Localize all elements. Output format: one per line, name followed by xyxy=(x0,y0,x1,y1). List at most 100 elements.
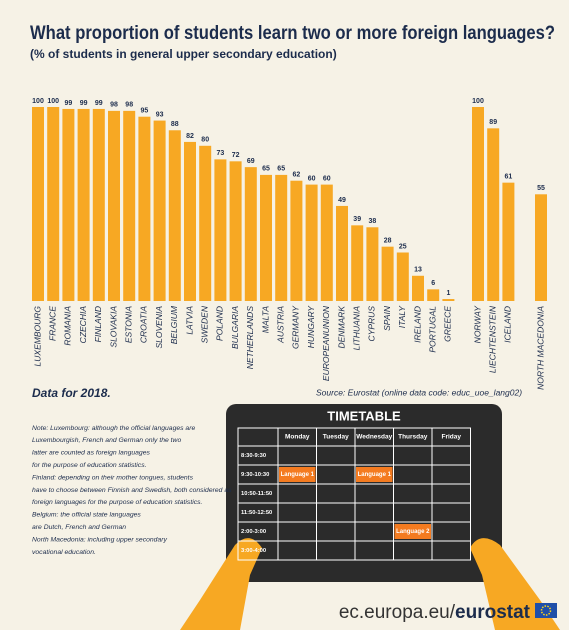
bar xyxy=(154,121,166,301)
bar xyxy=(123,111,135,301)
value-label: 98 xyxy=(110,102,118,109)
category-label: LITHUANIA xyxy=(351,306,361,351)
category-label: CZECHIA xyxy=(78,306,88,344)
bar xyxy=(306,185,318,301)
category-label: SPAIN xyxy=(382,305,392,331)
lesson-label: Language 1 xyxy=(281,472,315,478)
value-label: 61 xyxy=(505,174,513,181)
timetable-title: TIMETABLE xyxy=(327,408,401,423)
value-label: 100 xyxy=(32,98,44,105)
category-label: DENMARK xyxy=(336,306,346,349)
category-label: FRANCE xyxy=(47,306,57,341)
bar xyxy=(502,183,514,301)
category-label: NORWAY xyxy=(472,305,482,344)
category-label: GERMANY xyxy=(291,305,301,349)
bar xyxy=(472,107,484,301)
category-label: LUXEMBOURG xyxy=(32,306,42,367)
category-label: LIECHTENSTEIN xyxy=(487,305,497,373)
value-label: 65 xyxy=(262,166,270,173)
time-label: 3:00-4:00 xyxy=(241,548,266,554)
day-label: Friday xyxy=(441,434,461,441)
time-label: 11:50-12:50 xyxy=(241,510,272,516)
bar xyxy=(184,142,196,301)
value-label: 55 xyxy=(537,185,545,192)
bar xyxy=(535,194,547,301)
value-label: 93 xyxy=(156,111,164,118)
bar xyxy=(169,130,181,301)
category-label: BELGIUM xyxy=(169,305,179,344)
value-label: 100 xyxy=(47,98,59,105)
value-label: 72 xyxy=(232,152,240,159)
note-line: for the purpose of education statistics. xyxy=(32,462,147,469)
lesson-label: Language 1 xyxy=(358,472,392,478)
chart-title: What proportion of students learn two or… xyxy=(30,23,555,44)
value-label: 60 xyxy=(323,175,331,182)
category-label: PORTUGAL xyxy=(427,306,437,353)
bar xyxy=(62,109,74,301)
day-label: Thursday xyxy=(398,434,428,441)
bar xyxy=(230,161,242,301)
category-label: SLOVENIA xyxy=(154,306,164,349)
value-label: 98 xyxy=(125,102,133,109)
bar xyxy=(245,167,257,301)
note-line: are Dutch, French and German xyxy=(32,524,126,531)
bar xyxy=(275,175,287,301)
category-label: BULGARIA xyxy=(230,306,240,349)
time-label: 8:30-9:30 xyxy=(241,453,266,459)
value-label: 60 xyxy=(308,175,316,182)
day-label: Monday xyxy=(285,434,310,441)
value-label: 39 xyxy=(353,216,361,223)
value-label: 38 xyxy=(369,218,377,225)
bar xyxy=(336,206,348,301)
value-label: 88 xyxy=(171,121,179,128)
category-label: EUROPEANUNION xyxy=(321,305,331,381)
value-label: 99 xyxy=(95,100,103,107)
category-label: GREECE xyxy=(443,306,453,342)
note-line: North Macedonia: including upper seconda… xyxy=(32,536,167,543)
bar xyxy=(442,299,454,301)
note-line: Belgium: the official state languages xyxy=(32,512,141,519)
value-label: 69 xyxy=(247,158,255,165)
bar xyxy=(366,227,378,301)
category-label: ITALY xyxy=(397,305,407,329)
category-label: SWEDEN xyxy=(199,305,209,343)
value-label: 99 xyxy=(65,100,73,107)
note-line: vocational education. xyxy=(32,549,96,556)
value-label: 100 xyxy=(472,98,484,105)
bar xyxy=(47,107,59,301)
value-label: 13 xyxy=(414,267,422,274)
category-label: SLOVAKIA xyxy=(108,306,118,348)
category-label: IRELAND xyxy=(412,306,422,343)
bar xyxy=(397,253,409,302)
note-line: Luxembourgish, French and German only th… xyxy=(32,437,181,444)
bar xyxy=(487,128,499,301)
day-label: Tuesday xyxy=(323,434,349,441)
period-note: Data for 2018. xyxy=(32,386,111,400)
category-label: LATVIA xyxy=(184,306,194,335)
value-label: 1 xyxy=(446,290,450,297)
value-label: 65 xyxy=(277,166,285,173)
category-label: HUNGARY xyxy=(306,305,316,349)
note-line: Finland: depending on their mother tongu… xyxy=(32,474,194,481)
infographic: What proportion of students learn two or… xyxy=(0,0,569,630)
chart-subtitle: (% of students in general upper secondar… xyxy=(30,47,337,61)
bar xyxy=(351,225,363,301)
note-line: foreign languages for the purpose of edu… xyxy=(32,499,203,506)
note-line: latter are counted as foreign languages xyxy=(32,450,150,457)
bar xyxy=(199,146,211,301)
bar xyxy=(93,109,105,301)
bar xyxy=(214,159,226,301)
value-label: 99 xyxy=(80,100,88,107)
bar xyxy=(260,175,272,301)
category-label: ICELAND xyxy=(503,306,513,343)
footer: ec.europa.eu/eurostat xyxy=(339,602,531,623)
category-label: ESTONIA xyxy=(123,306,133,343)
bar xyxy=(78,109,90,301)
time-label: 9:30-10:30 xyxy=(241,472,269,478)
category-label: CROATIA xyxy=(139,306,149,343)
category-label: CYPRUS xyxy=(367,306,377,342)
category-label: ROMANIA xyxy=(63,306,73,346)
value-label: 80 xyxy=(201,137,209,144)
bar xyxy=(108,111,120,301)
note-line: have to choose between Finnish and Swedi… xyxy=(32,487,232,494)
